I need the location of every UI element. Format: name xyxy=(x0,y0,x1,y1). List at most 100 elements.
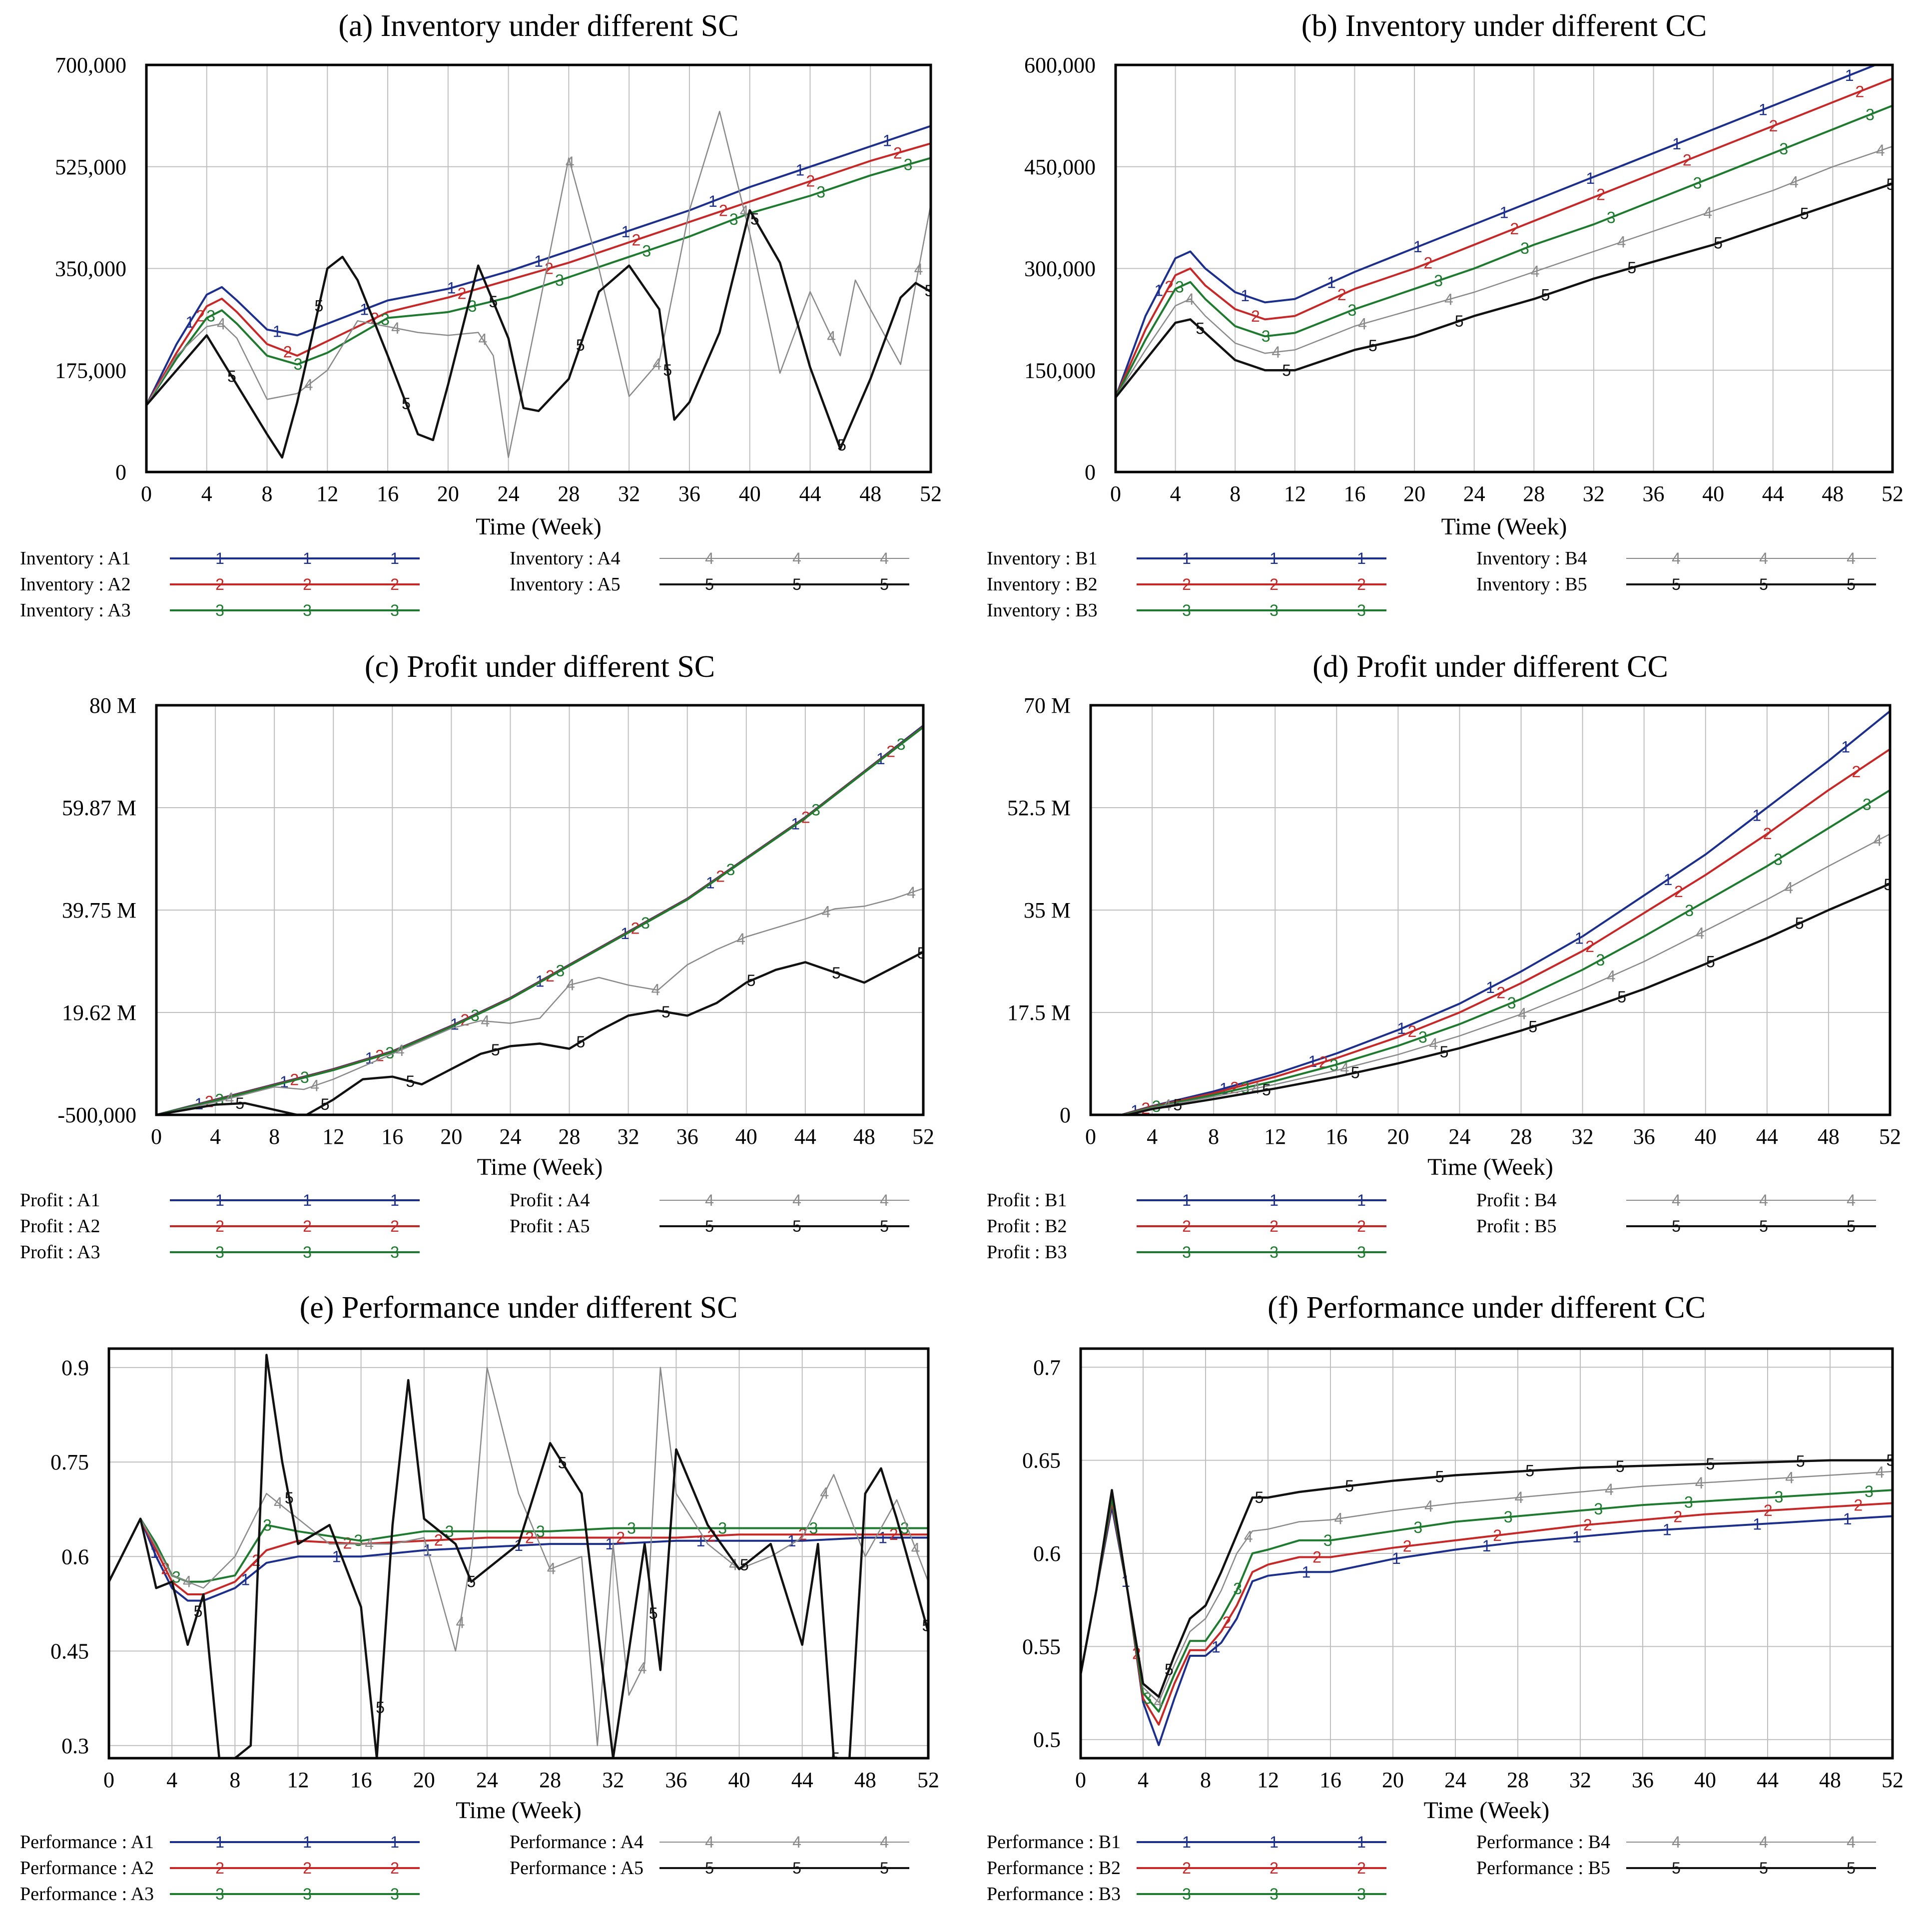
series-marker-1: 1 xyxy=(1392,1549,1401,1567)
legend-label: Performance : A4 xyxy=(510,1832,643,1853)
x-tick-label: 40 xyxy=(739,482,761,506)
legend-marker-3: 3 xyxy=(390,1243,399,1261)
legend-marker-5: 5 xyxy=(1672,1859,1681,1877)
legend-marker-2: 2 xyxy=(390,575,399,593)
legend-marker-3: 3 xyxy=(303,601,312,619)
legend-marker-1: 1 xyxy=(215,1833,224,1851)
chart-title: (b) Inventory under different CC xyxy=(1301,9,1707,43)
x-tick-label: 8 xyxy=(1230,482,1241,506)
series-marker-5: 5 xyxy=(922,1617,931,1635)
series-line-5 xyxy=(146,209,931,459)
legend-marker-5: 5 xyxy=(792,1217,801,1235)
series-marker-5: 5 xyxy=(576,336,585,354)
legend-label: Profit : A3 xyxy=(20,1242,100,1263)
series-marker-5: 5 xyxy=(558,1453,567,1471)
x-tick-label: 4 xyxy=(201,482,212,506)
series-line-3 xyxy=(1120,789,1890,1115)
series-marker-5: 5 xyxy=(1800,205,1809,223)
series-marker-1: 1 xyxy=(622,223,631,241)
legend-marker-3: 3 xyxy=(1270,1885,1278,1903)
x-axis-label: Time (Week) xyxy=(477,1154,603,1180)
legend-label: Performance : A2 xyxy=(20,1858,154,1879)
x-tick-label: 4 xyxy=(166,1768,177,1792)
series-marker-2: 2 xyxy=(1674,883,1683,901)
legend-marker-5: 5 xyxy=(1847,1859,1856,1877)
x-tick-label: 16 xyxy=(1325,1124,1347,1149)
plot-frame xyxy=(1114,63,1894,474)
series-marker-1: 1 xyxy=(696,1532,705,1550)
chart-title: (d) Profit under different CC xyxy=(1312,650,1668,684)
legend-label: Profit : B1 xyxy=(987,1190,1067,1211)
series-marker-5: 5 xyxy=(285,1489,294,1507)
series-marker-3: 3 xyxy=(556,962,565,980)
x-tick-label: 28 xyxy=(1507,1768,1529,1792)
series-marker-3: 3 xyxy=(641,914,650,932)
series-marker-1: 1 xyxy=(708,192,717,210)
x-tick-label: 20 xyxy=(1403,482,1425,506)
legend-label: Profit : B2 xyxy=(987,1216,1067,1237)
series-marker-4: 4 xyxy=(304,376,313,394)
series-marker-4: 4 xyxy=(1785,1468,1794,1486)
series-marker-3: 3 xyxy=(897,735,906,753)
series-marker-3: 3 xyxy=(1507,994,1516,1012)
x-tick-label: 16 xyxy=(1343,482,1365,506)
series-marker-1: 1 xyxy=(1663,1520,1672,1538)
series-marker-5: 5 xyxy=(661,1003,670,1021)
series-marker-5: 5 xyxy=(1351,1064,1360,1082)
series-marker-1: 1 xyxy=(878,1528,887,1546)
legend-marker-3: 3 xyxy=(1357,1885,1366,1903)
x-tick-label: 32 xyxy=(602,1768,624,1792)
series-marker-5: 5 xyxy=(321,1095,330,1113)
series-marker-2: 2 xyxy=(1251,307,1260,325)
legend-marker-3: 3 xyxy=(215,1243,224,1261)
legend-marker-2: 2 xyxy=(303,1859,312,1877)
legend-label: Performance : A1 xyxy=(20,1832,154,1853)
x-tick-label: 28 xyxy=(539,1768,561,1792)
series-marker-4: 4 xyxy=(1607,967,1616,985)
x-tick-label: 40 xyxy=(728,1768,750,1792)
x-tick-label: 4 xyxy=(1138,1768,1149,1792)
series-marker-3: 3 xyxy=(471,1006,480,1024)
series-marker-3: 3 xyxy=(1323,1531,1332,1549)
legend-marker-1: 1 xyxy=(390,549,399,567)
series-marker-4: 4 xyxy=(566,976,575,994)
x-tick-label: 52 xyxy=(917,1768,939,1792)
legend-label: Profit : A5 xyxy=(510,1216,590,1237)
series-marker-3: 3 xyxy=(1865,1482,1874,1500)
legend-marker-1: 1 xyxy=(215,549,224,567)
series-marker-3: 3 xyxy=(1413,1518,1422,1536)
legend-label: Profit : A4 xyxy=(510,1190,590,1211)
series-marker-5: 5 xyxy=(194,1602,203,1620)
y-tick-label: 0.6 xyxy=(1033,1541,1061,1566)
legend-marker-5: 5 xyxy=(705,575,714,593)
legend-label: Profit : A2 xyxy=(20,1216,100,1237)
x-tick-label: 36 xyxy=(678,482,700,506)
legend-marker-4: 4 xyxy=(880,549,889,567)
series-line-3 xyxy=(156,726,923,1115)
series-marker-5: 5 xyxy=(315,297,324,315)
series-marker-5: 5 xyxy=(1455,312,1464,330)
x-tick-label: 48 xyxy=(1818,1124,1840,1149)
series-marker-4: 4 xyxy=(1272,343,1280,361)
x-tick-label: 28 xyxy=(558,482,580,506)
series-marker-3: 3 xyxy=(1262,327,1271,345)
legend-marker-2: 2 xyxy=(390,1859,399,1877)
legend-label: Profit : B3 xyxy=(987,1242,1067,1263)
series-marker-4: 4 xyxy=(729,1555,738,1573)
series-marker-2: 2 xyxy=(707,1527,716,1545)
series-marker-4: 4 xyxy=(1784,879,1793,897)
legend-marker-1: 1 xyxy=(1182,1833,1191,1851)
series-marker-5: 5 xyxy=(1165,1661,1174,1679)
y-tick-label: 0.45 xyxy=(50,1639,89,1664)
x-tick-label: 28 xyxy=(1523,482,1545,506)
legend-marker-2: 2 xyxy=(390,1217,399,1235)
series-marker-4: 4 xyxy=(481,1012,490,1030)
plot-frame xyxy=(107,1347,930,1760)
series-marker-1: 1 xyxy=(1212,1638,1221,1656)
series-marker-3: 3 xyxy=(1520,239,1529,257)
x-tick-label: 36 xyxy=(665,1768,687,1792)
legend-marker-1: 1 xyxy=(1270,1191,1278,1209)
legend-marker-5: 5 xyxy=(1847,575,1856,593)
series-marker-2: 2 xyxy=(719,201,728,219)
series-marker-4: 4 xyxy=(740,202,749,220)
